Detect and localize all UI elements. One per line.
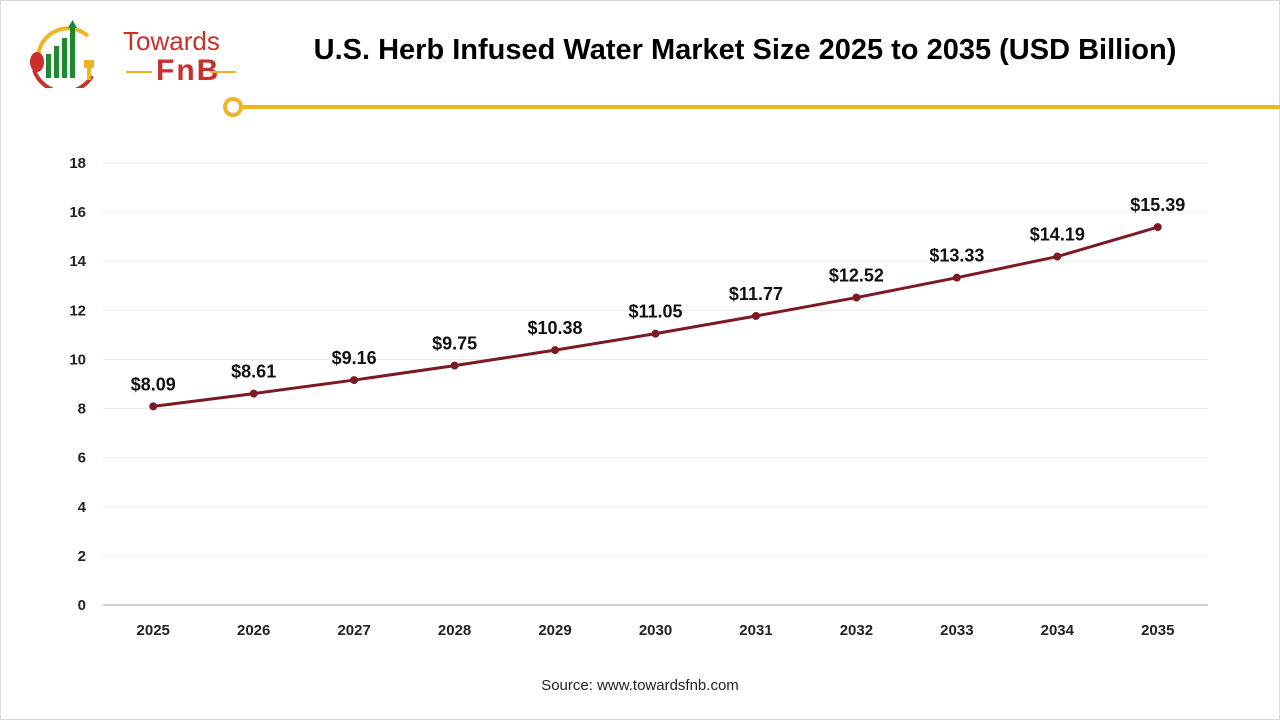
data-point (249, 389, 258, 398)
y-tick-label: 16 (69, 204, 86, 221)
logo: Towards FnB (26, 18, 236, 94)
y-tick-label: 12 (69, 302, 86, 319)
y-tick-label: 0 (78, 597, 86, 614)
logo-text-towards: Towards (123, 26, 220, 56)
data-point (551, 346, 560, 355)
data-label: $8.09 (131, 374, 176, 394)
x-tick-label: 2034 (1041, 622, 1075, 639)
x-tick-label: 2033 (940, 622, 973, 639)
data-label: $14.19 (1030, 225, 1085, 245)
data-point (1053, 252, 1062, 261)
data-point (149, 402, 158, 411)
y-tick-label: 18 (69, 155, 86, 172)
data-point (1153, 223, 1162, 232)
data-label: $12.52 (829, 266, 884, 286)
data-label: $10.38 (528, 318, 583, 338)
data-label: $15.39 (1130, 195, 1185, 215)
x-tick-label: 2032 (840, 622, 873, 639)
logo-icon (30, 20, 94, 94)
x-tick-label: 2028 (438, 622, 471, 639)
data-label: $8.61 (231, 362, 276, 382)
logo-text-fnb: FnB (156, 54, 221, 87)
title-underline (223, 97, 1280, 117)
x-tick-label: 2027 (337, 622, 370, 639)
y-tick-label: 2 (78, 548, 86, 565)
data-label: $13.33 (929, 246, 984, 266)
x-tick-label: 2035 (1141, 622, 1174, 639)
y-tick-label: 4 (78, 499, 87, 516)
source-note: Source: www.towardsfnb.com (541, 677, 739, 694)
data-label: $9.16 (332, 348, 377, 368)
data-label: $9.75 (432, 334, 477, 354)
data-label: $11.05 (628, 302, 682, 322)
chart-title: U.S. Herb Infused Water Market Size 2025… (313, 34, 1177, 66)
y-tick-label: 10 (69, 351, 86, 368)
y-tick-label: 6 (78, 450, 86, 467)
data-point (952, 273, 961, 282)
data-point (350, 376, 359, 385)
x-tick-label: 2030 (639, 622, 672, 639)
y-tick-label: 14 (69, 253, 86, 270)
x-tick-label: 2029 (538, 622, 571, 639)
data-point (751, 311, 760, 320)
data-point (852, 293, 861, 302)
x-tick-label: 2026 (237, 622, 270, 639)
data-label: $11.77 (729, 284, 783, 304)
x-tick-label: 2031 (739, 622, 772, 639)
data-point (651, 329, 660, 338)
y-tick-label: 8 (78, 401, 86, 418)
data-point (450, 361, 459, 370)
x-tick-label: 2025 (137, 622, 170, 639)
